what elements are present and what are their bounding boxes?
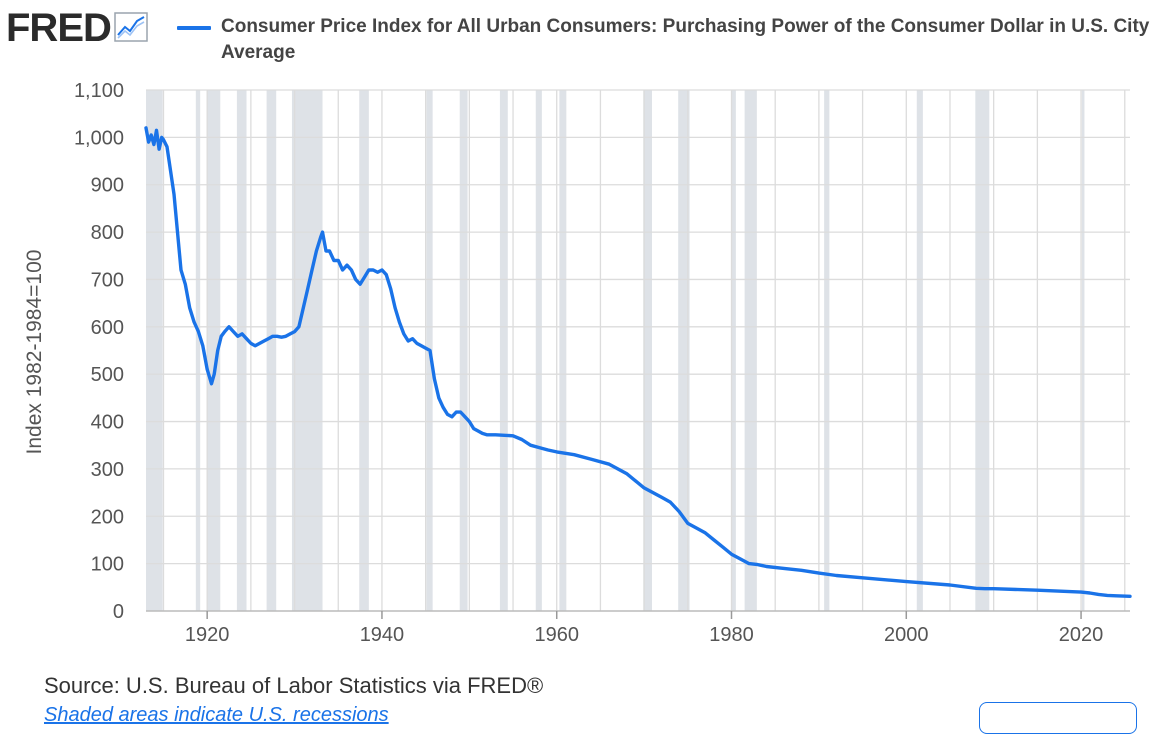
y-tick-label: 100 [91,554,124,576]
fred-logo[interactable]: FRED [6,8,148,48]
x-tick-label: 1980 [709,624,754,646]
recession-band [975,90,990,611]
line-chart: 0 100 200 300 400 500 600 700 800 900 1,000 1,100 19… [23,80,1132,646]
recession-shading [146,90,1085,611]
y-tick-label: 600 [91,317,124,339]
recession-band [824,90,830,611]
x-tick-label: 2020 [1059,624,1104,646]
x-tick-label: 1960 [534,624,579,646]
y-tick-label: 800 [91,222,124,244]
chart-series [144,126,1132,598]
y-tick-label: 0 [113,601,124,623]
recession-band [459,90,468,611]
line-chart-icon [114,11,148,47]
recession-band [499,90,508,611]
recession-band [207,90,221,611]
y-tick-label: 1,100 [74,80,124,102]
y-tick-label: 300 [91,459,124,481]
recession-band [266,90,277,611]
y-tick-label: 400 [91,412,124,434]
chart-title: Consumer Price Index for All Urban Consu… [221,16,1150,63]
corner-button[interactable] [979,702,1137,734]
y-tick-label: 1,000 [74,127,124,149]
series-line [144,126,1132,598]
y-tick-label: 500 [91,364,124,386]
recession-band [559,90,567,611]
recession-band [535,90,542,611]
recession-band [291,90,323,611]
recession-band [643,90,652,611]
recession-band [731,90,736,611]
y-tick-label: 200 [91,506,124,528]
x-tick-label: 2000 [884,624,929,646]
recession-band [678,90,690,611]
fred-logo-text: FRED [6,6,112,50]
recession-notes-link[interactable]: Shaded areas indicate U.S. recessions [44,704,389,726]
recession-band [359,90,369,611]
recession-band [744,90,757,611]
source-note: Source: U.S. Bureau of Labor Statistics … [44,673,544,698]
x-tick-label: 1940 [360,624,405,646]
x-tick-label: 1920 [185,624,230,646]
recession-band [916,90,923,611]
chart-axes: 0 100 200 300 400 500 600 700 800 900 1,000 1,100 19… [74,80,1130,646]
recession-band [236,90,247,611]
recession-band [195,90,201,611]
recession-band [146,90,163,611]
y-tick-label: 700 [91,269,124,291]
y-tick-label: 900 [91,175,124,197]
legend-swatch [177,26,211,30]
recession-band [1081,90,1085,611]
y-axis-label: Index 1982-1984=100 [23,250,46,455]
